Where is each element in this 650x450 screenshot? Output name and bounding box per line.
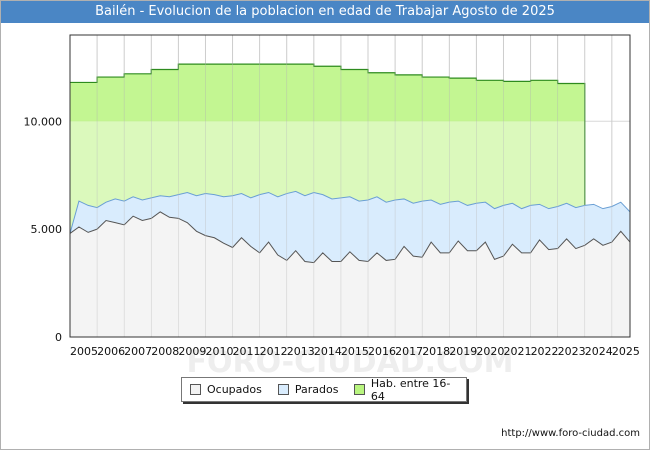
- x-tick-label: 2007: [124, 345, 152, 358]
- legend-item-hab: Hab. entre 16-64: [354, 377, 458, 403]
- legend-item-parados: Parados: [277, 383, 339, 396]
- series-ocupados-area: [70, 211, 630, 337]
- x-tick-label: 2010: [205, 345, 233, 358]
- x-tick-label: 2023: [558, 345, 586, 358]
- x-tick-label: 2008: [151, 345, 179, 358]
- x-tick-label: 2024: [585, 345, 613, 358]
- legend-swatch-parados: [277, 384, 289, 395]
- legend-item-ocupados: Ocupados: [190, 383, 262, 396]
- x-tick-label: 2022: [531, 345, 559, 358]
- x-tick-label: 2025: [612, 345, 640, 358]
- series-parados-line: [69, 190, 631, 234]
- x-tick-label: 2011: [233, 345, 261, 358]
- plot-border: [69, 34, 631, 338]
- legend-label-hab: Hab. entre 16-64: [370, 376, 451, 403]
- x-tick-label: 2016: [368, 345, 396, 358]
- legend-swatch-ocupados: [190, 384, 201, 395]
- y-tick-label: 0: [55, 331, 62, 344]
- x-tick-label: 2005: [70, 345, 98, 358]
- x-tick-label: 2012: [260, 345, 288, 358]
- x-tick-label: 2013: [287, 345, 315, 358]
- chart-title: Bailén - Evolucion de la poblacion en ed…: [1, 1, 649, 23]
- x-tick-label: 2014: [314, 345, 342, 358]
- x-tick-label: 2006: [97, 345, 125, 358]
- x-tick-label: 2021: [503, 345, 531, 358]
- legend-swatch-hab: [354, 384, 365, 395]
- chart-legend: Ocupados Parados Hab. entre 16-64: [181, 377, 467, 403]
- y-tick-label: 5.000: [31, 223, 63, 236]
- x-tick-label: 2018: [422, 345, 450, 358]
- source-url[interactable]: http://www.foro-ciudad.com: [501, 428, 640, 439]
- y-tick-label: 10.000: [24, 115, 63, 128]
- x-tick-label: 2015: [341, 345, 369, 358]
- x-tick-label: 2020: [476, 345, 504, 358]
- legend-label-ocupados: Ocupados: [207, 383, 262, 396]
- legend-label-parados: Parados: [294, 383, 339, 396]
- series-ocupados-line: [69, 211, 631, 264]
- x-tick-label: 2017: [395, 345, 423, 358]
- watermark: FORO-CIUDAD.COM: [187, 345, 514, 380]
- x-tick-label: 2019: [449, 345, 477, 358]
- x-tick-label: 2009: [178, 345, 206, 358]
